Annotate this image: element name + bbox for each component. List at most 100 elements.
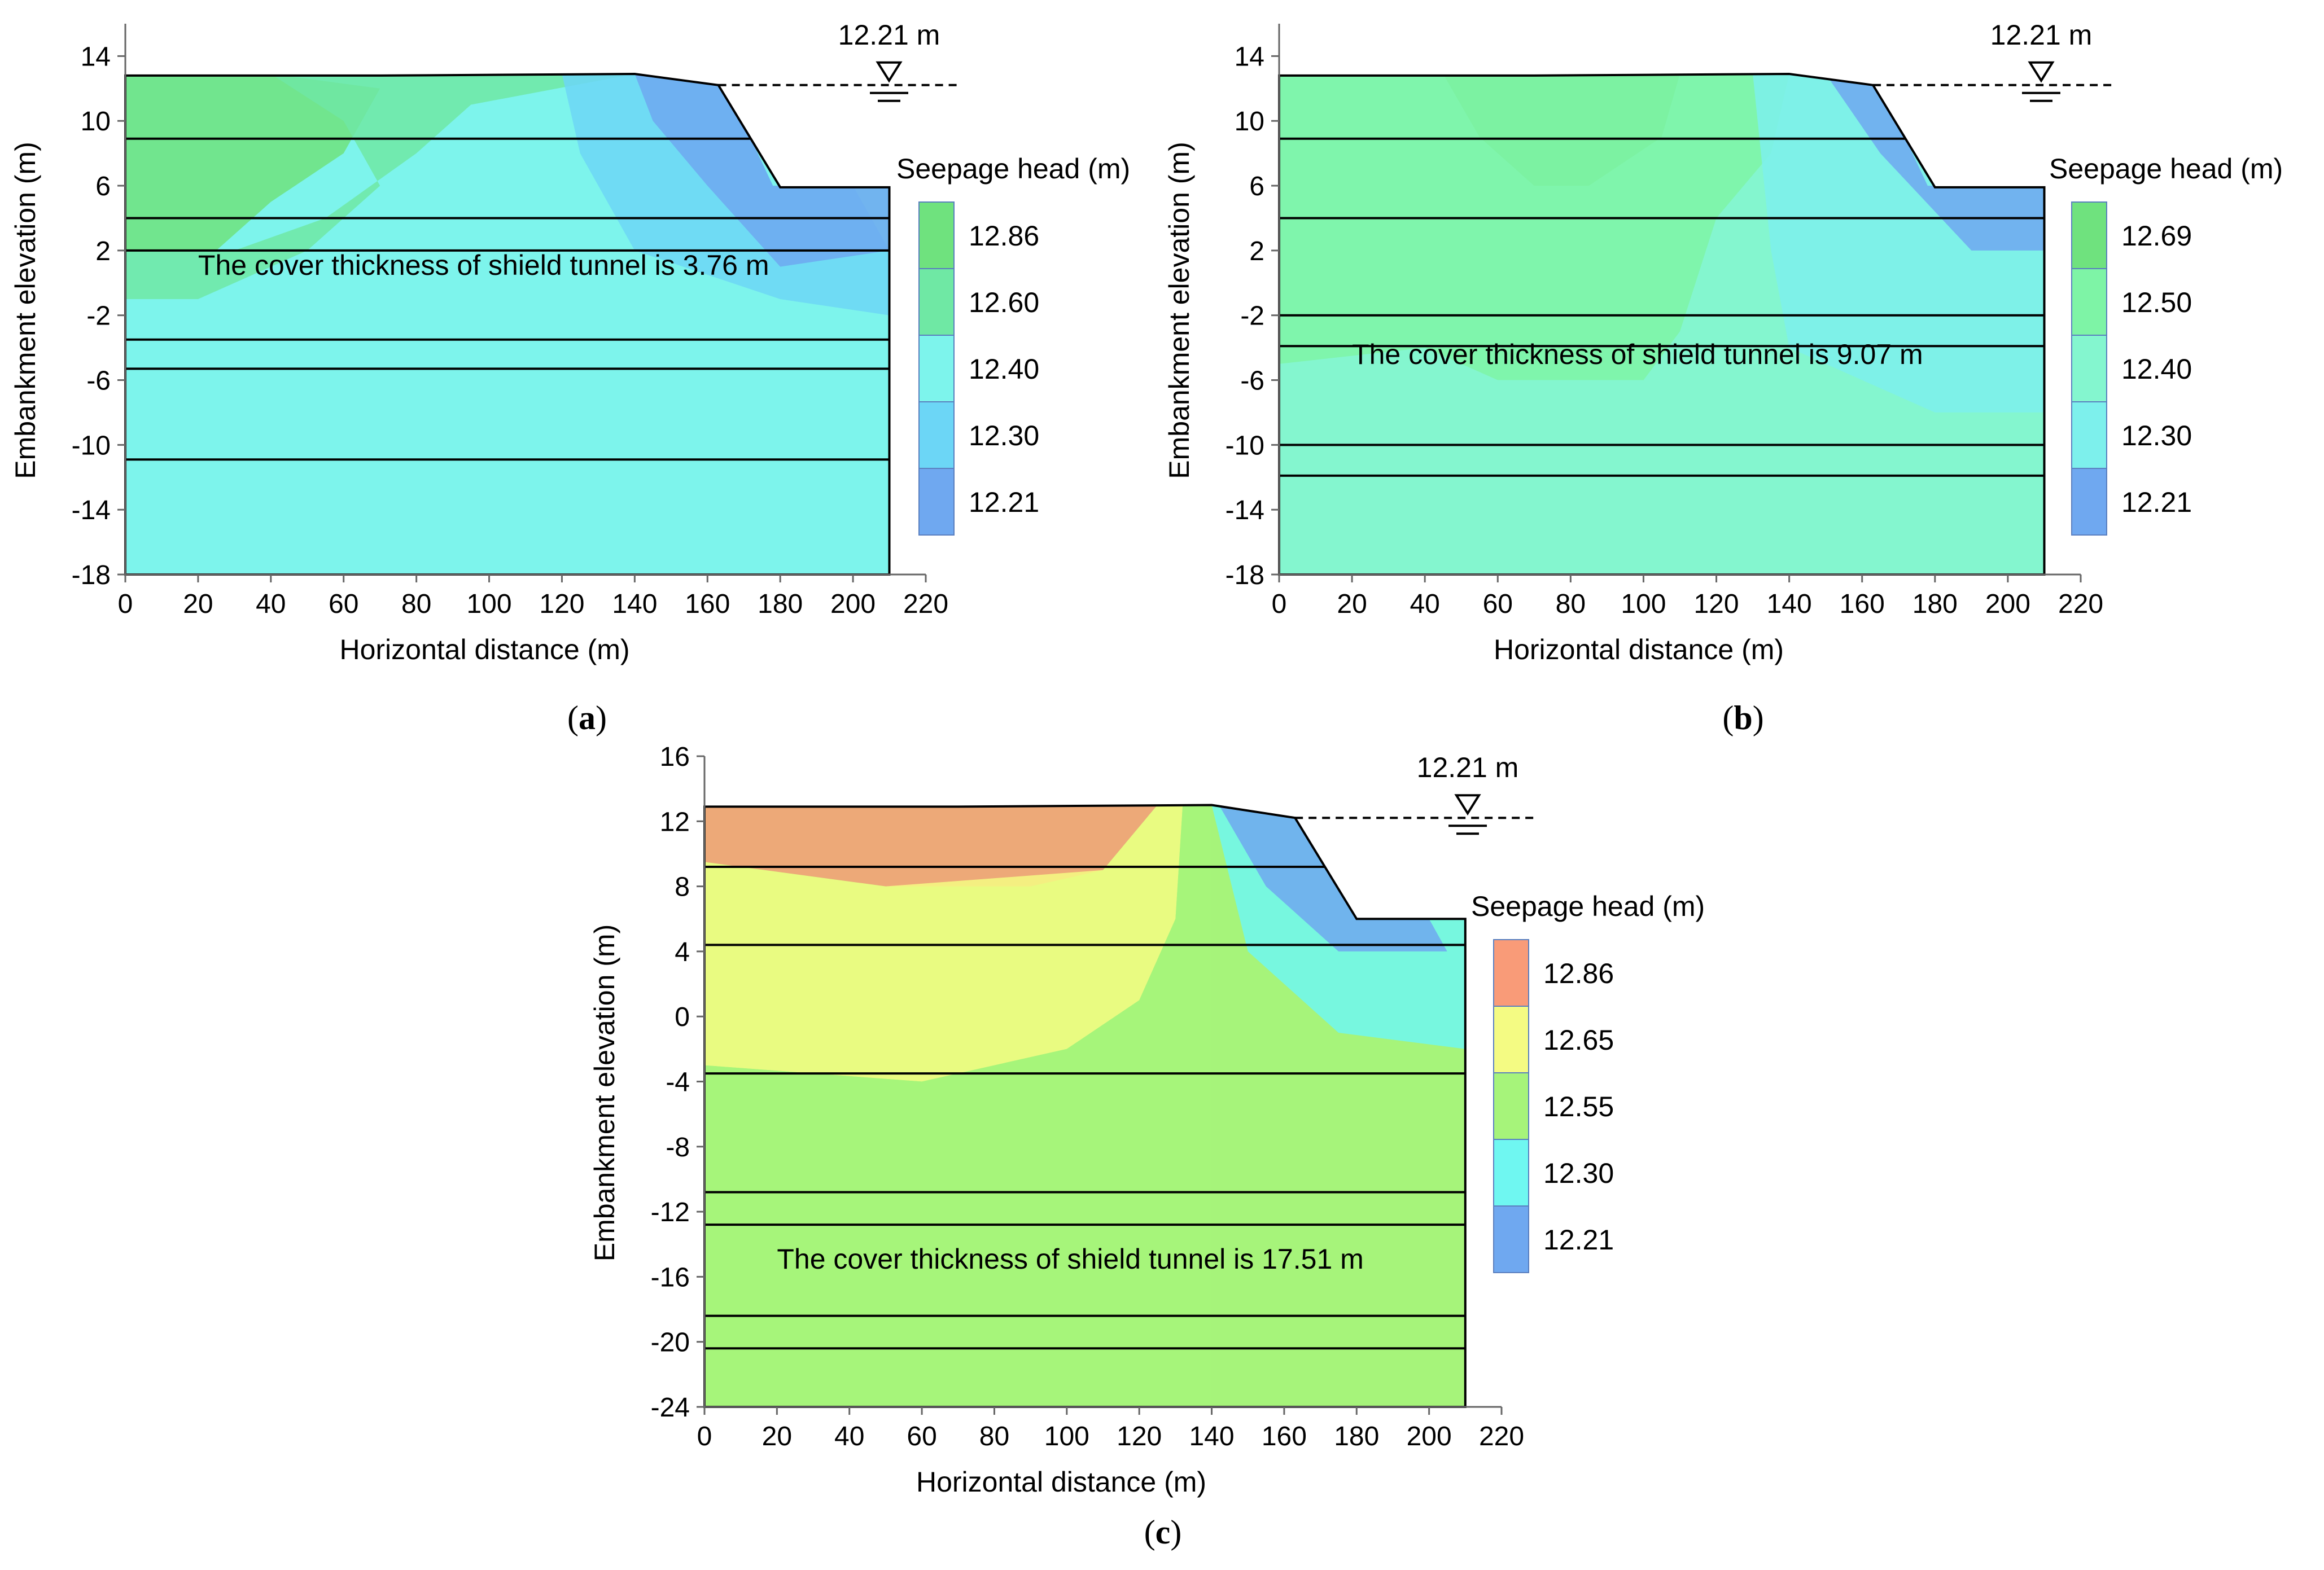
- y-tick-label-b-5: -6: [1240, 366, 1264, 396]
- legend-a: 12.86 12.60 12.40 12.30 12.21: [918, 201, 1039, 536]
- legend-label-a-3: 12.30: [969, 420, 1039, 451]
- x-tick-label-c-9: 180: [1334, 1422, 1379, 1451]
- y-tick-label-c-5: -4: [666, 1068, 690, 1098]
- legend-swatch-c-2: [1493, 1072, 1529, 1140]
- y-tick-label-b-3: 2: [1249, 236, 1264, 266]
- legend-label-a-1: 12.60: [969, 287, 1039, 318]
- water-level-triangle-icon-a: [876, 61, 903, 83]
- legend-title-c: Seepage head (m): [1471, 891, 1705, 922]
- soil-layer-lines-b: [1279, 137, 2045, 477]
- y-tick-label-b-8: -18: [1226, 560, 1264, 590]
- panel-caption-b: (b): [1722, 699, 1763, 736]
- legend-swatch-a-4: [918, 468, 955, 536]
- panel-caption-a: (a): [567, 699, 607, 736]
- water-level-label-b: 12.21 m: [1990, 19, 2093, 51]
- legend-c: 12.86 12.65 12.55 12.30 12.21: [1493, 939, 1614, 1273]
- x-tick-label-b-7: 140: [1767, 589, 1812, 619]
- panel-label-a: a: [579, 699, 596, 736]
- x-tick-label-c-1: 20: [762, 1422, 792, 1451]
- cover-thickness-annotation-c: The cover thickness of shield tunnel is …: [777, 1243, 1363, 1275]
- legend-title-b: Seepage head (m): [2049, 153, 2283, 185]
- legend-swatch-b-0: [2071, 201, 2107, 269]
- contour-zones-a: [125, 74, 890, 315]
- contour-fill-a: [125, 74, 890, 575]
- y-tick-label-c-1: 12: [660, 807, 690, 837]
- x-tick-labels-b: 0 20 40 60 80 100 120 140 160 180 200 220: [1272, 589, 2103, 619]
- legend-label-a-2: 12.40: [969, 353, 1039, 385]
- x-tick-label-c-2: 40: [834, 1422, 864, 1451]
- legend-swatch-a-1: [918, 268, 955, 336]
- x-tick-label-a-3: 60: [329, 589, 358, 619]
- x-tick-label-b-9: 180: [1912, 589, 1958, 619]
- y-tick-label-b-6: -10: [1226, 431, 1264, 461]
- legend-b: 12.69 12.50 12.40 12.30 12.21: [2071, 201, 2192, 536]
- legend-title-a: Seepage head (m): [896, 153, 1130, 185]
- legend-label-c-4: 12.21: [1543, 1224, 1614, 1256]
- x-tick-labels-a: 0 20 40 60 80 100 120 140 160 180 200 220: [118, 589, 948, 619]
- x-tick-label-a-6: 120: [539, 589, 584, 619]
- x-tick-label-c-11: 220: [1479, 1422, 1524, 1451]
- y-tick-label-c-0: 16: [660, 742, 690, 772]
- x-tick-label-a-0: 0: [118, 589, 133, 619]
- x-tick-label-a-8: 160: [685, 589, 730, 619]
- legend-swatch-c-3: [1493, 1139, 1529, 1207]
- water-level-triangle-icon-c: [1454, 794, 1481, 816]
- water-level-marker-c: [1295, 794, 1538, 835]
- legend-swatch-b-3: [2071, 401, 2107, 469]
- legend-swatch-b-1: [2071, 268, 2107, 336]
- cover-thickness-annotation-b: The cover thickness of shield tunnel is …: [1352, 339, 1923, 370]
- y-tick-label-b-4: -2: [1240, 301, 1264, 331]
- y-tick-label-a-4: -2: [86, 301, 111, 331]
- chart-panel-b: 0 20 40 60 80 100 120 140 160 180 200 220 14 10 6 2 -2 -…: [1163, 19, 2283, 736]
- x-tick-label-b-2: 40: [1410, 589, 1439, 619]
- legend-swatch-a-0: [918, 201, 955, 269]
- legend-label-a-0: 12.86: [969, 220, 1039, 252]
- y-tick-label-b-0: 14: [1235, 42, 1264, 72]
- legend-swatch-c-4: [1493, 1205, 1529, 1273]
- x-tick-label-a-10: 200: [830, 589, 876, 619]
- y-tick-label-b-2: 6: [1249, 172, 1264, 201]
- legend-label-c-1: 12.65: [1543, 1024, 1614, 1056]
- axes-c: [697, 755, 1503, 1415]
- legend-swatch-a-3: [918, 401, 955, 469]
- y-tick-label-c-8: -16: [651, 1262, 690, 1292]
- x-tick-label-c-10: 200: [1407, 1422, 1452, 1451]
- x-tick-label-b-10: 200: [1985, 589, 2030, 619]
- x-tick-label-c-5: 100: [1044, 1422, 1089, 1451]
- y-axis-label-a: Embankment elevation (m): [10, 142, 41, 479]
- contour-zone-c-2: [704, 805, 1212, 1407]
- x-tick-label-b-0: 0: [1272, 589, 1287, 619]
- chart-panel-a: 0 20 40 60 80 100 120 140 160 180 200 220 14 10 6 2 -2 -…: [10, 19, 1130, 736]
- y-tick-labels-c: 16 12 8 4 0 -4 -8 -12 -16 -20 -24: [651, 742, 690, 1423]
- contour-zone-a-0: [125, 74, 380, 251]
- x-tick-label-b-4: 80: [1556, 589, 1586, 619]
- legend-label-b-0: 12.69: [2121, 220, 2192, 252]
- x-tick-label-b-5: 100: [1621, 589, 1666, 619]
- legend-label-b-3: 12.30: [2121, 420, 2192, 451]
- y-tick-label-b-1: 10: [1235, 107, 1264, 137]
- legend-swatch-b-2: [2071, 335, 2107, 402]
- axes-a: [117, 24, 927, 582]
- y-tick-label-c-7: -12: [651, 1198, 690, 1227]
- x-tick-label-a-7: 140: [612, 589, 657, 619]
- contour-fill-b: [1279, 74, 2045, 575]
- legend-swatch-b-4: [2071, 468, 2107, 536]
- y-tick-label-c-6: -8: [666, 1133, 690, 1163]
- y-tick-label-c-3: 4: [675, 937, 690, 967]
- x-tick-labels-c: 0 20 40 60 80 100 120 140 160 180 200 220: [697, 1422, 1524, 1451]
- water-level-label-a: 12.21 m: [838, 19, 940, 51]
- contour-zone-b-1: [1279, 74, 1789, 380]
- legend-swatch-a-2: [918, 335, 955, 402]
- contour-zone-c-1: [704, 805, 1183, 1082]
- x-tick-label-c-4: 80: [979, 1422, 1009, 1451]
- y-tick-label-a-8: -18: [72, 560, 111, 590]
- x-tick-label-c-0: 0: [697, 1422, 712, 1451]
- legend-label-c-0: 12.86: [1543, 958, 1614, 989]
- x-tick-label-b-6: 120: [1693, 589, 1739, 619]
- y-tick-label-c-2: 8: [675, 872, 690, 902]
- panel-caption-c: (c): [1144, 1514, 1182, 1551]
- x-tick-label-b-1: 20: [1337, 589, 1367, 619]
- panel-label-c: c: [1156, 1514, 1171, 1551]
- y-tick-labels-a: 14 10 6 2 -2 -6 -10 -14 -18: [72, 42, 111, 590]
